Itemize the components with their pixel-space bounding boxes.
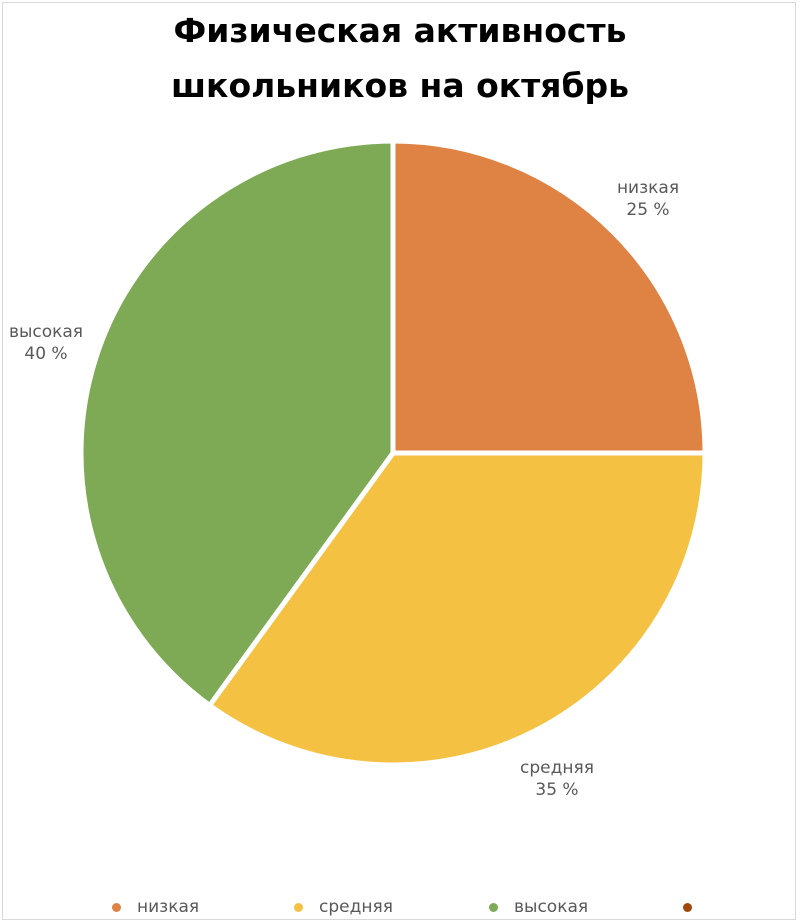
chart-title-line-2: школьников на октябрь [171,66,629,105]
legend-marker-high [489,902,498,912]
chart-legend: низкая средняя высокая [0,892,800,922]
legend-label-high: высокая [514,897,589,917]
legend-marker-low [112,902,121,912]
pie-labels: низкая 25 % средняя 35 % высокая 40 % [9,178,679,800]
pie-slice-high[interactable] [78,138,396,709]
pie-label-high: высокая 40 % [9,322,83,364]
pie-label-low: низкая 25 % [617,178,679,220]
legend-item-extra[interactable] [683,892,708,922]
pie-slice-low[interactable] [390,138,708,456]
legend-marker-extra [683,902,692,912]
chart-title-line-1: Физическая активность [173,11,627,50]
legend-label-low: низкая [137,897,200,917]
legend-label-medium: средняя [319,897,393,917]
legend-item-low[interactable]: низкая [112,892,199,922]
legend-item-high[interactable]: высокая [489,892,588,922]
legend-marker-medium [294,902,303,912]
pie-label-medium: средняя 35 % [520,758,594,800]
pie-slices [78,138,708,768]
legend-item-medium[interactable]: средняя [294,892,393,922]
pie-slice-medium[interactable] [206,450,708,768]
